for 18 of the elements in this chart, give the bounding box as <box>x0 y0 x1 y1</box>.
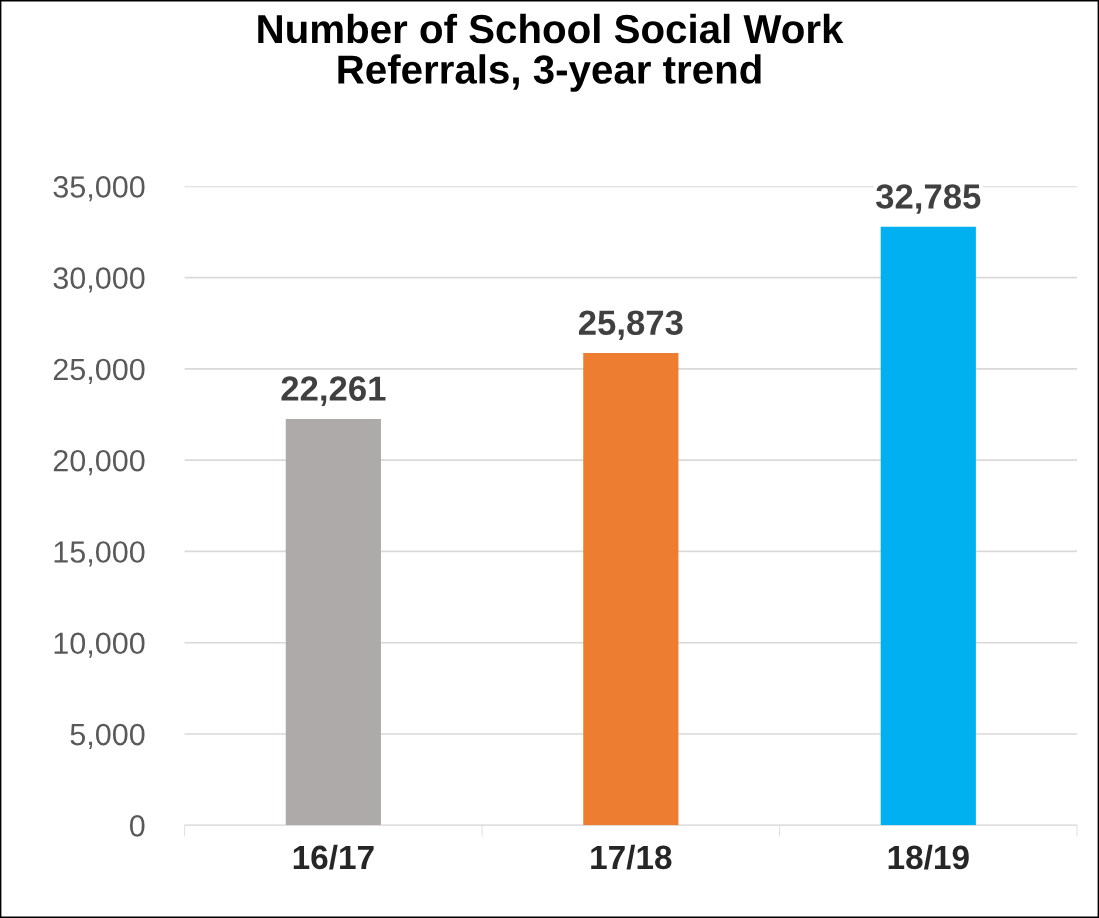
bar <box>880 226 976 826</box>
y-tick-label: 35,000 <box>53 176 145 202</box>
y-tick-label: 10,000 <box>54 632 145 658</box>
y-tick-label: 25,000 <box>53 358 145 384</box>
data-label: 25,873 <box>578 310 683 341</box>
x-tick-label: 18/19 <box>888 844 969 870</box>
y-tick-label: 0 <box>129 815 145 837</box>
y-tick-label: 20,000 <box>53 449 145 476</box>
data-label: 32,785 <box>875 184 981 214</box>
x-tick-label: 16/17 <box>293 844 374 870</box>
y-tick-label: 5,000 <box>70 723 145 749</box>
x-tick-label: 17/18 <box>591 844 672 870</box>
chart-title: Number of School Social Work Referrals, 3-year trend <box>258 13 844 92</box>
bar <box>583 352 679 826</box>
y-tick-label: 15,000 <box>54 541 145 567</box>
bar <box>285 418 381 826</box>
y-tick-label: 30,000 <box>53 267 145 293</box>
data-label: 22,261 <box>281 376 386 406</box>
